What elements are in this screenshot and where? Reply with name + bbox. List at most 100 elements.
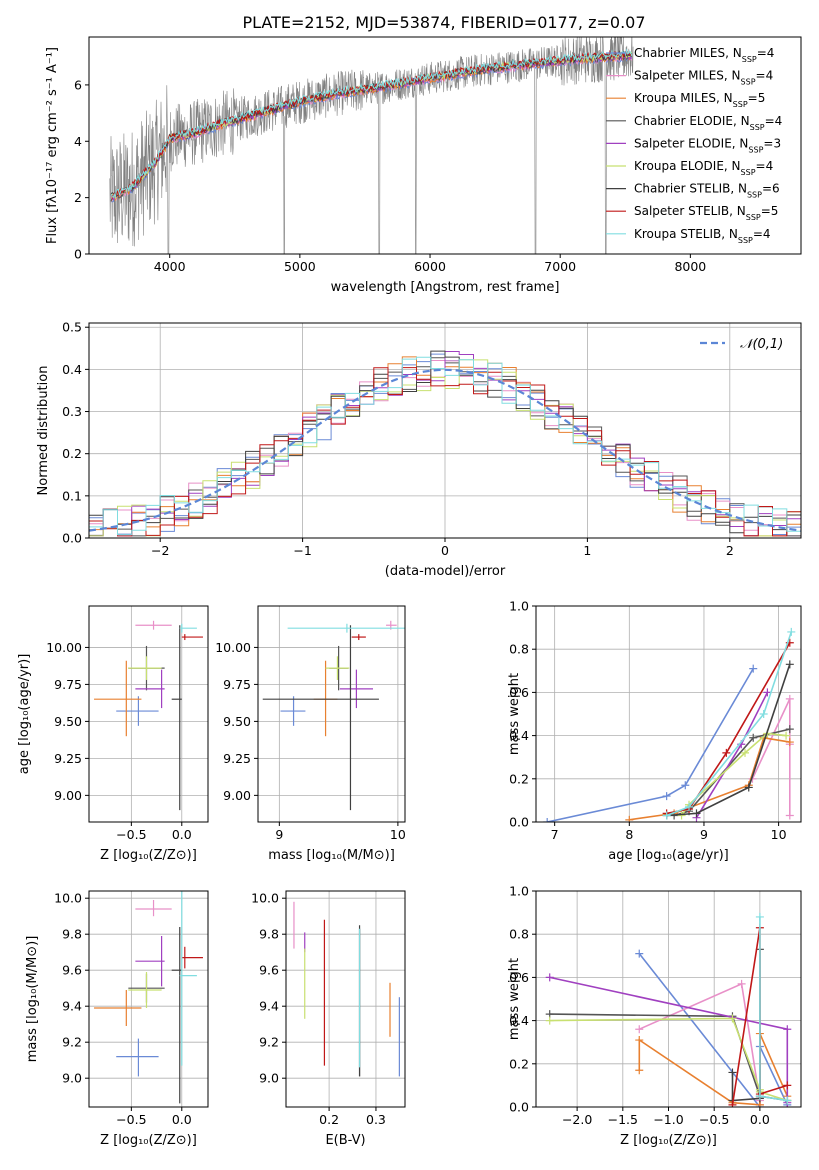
weight-line-4: [695, 692, 769, 819]
x-axis-label: Z [log₁₀(Z/Z⊙)]: [620, 1133, 717, 1148]
axes-frame: [535, 605, 802, 823]
y-tick-label: 9.4: [62, 999, 82, 1014]
y-tick-label: 0.4: [509, 728, 529, 743]
x-axis-label: age [log₁₀(age/yr)]: [608, 848, 729, 863]
y-tick-label: 0.4: [509, 1013, 529, 1028]
y-tick-label: 9.2: [62, 1035, 82, 1050]
y-tick-label: 0.0: [62, 531, 82, 546]
legend-subscript: SSP: [741, 77, 756, 86]
panel-spectrum: 4000 5000 6000 7000 8000 0 2 4 6 wavelength [Angs…: [45, 36, 802, 295]
y-tick-label: 9.4: [259, 999, 279, 1014]
y-axis-label: age [log₁₀(age/yr)]: [17, 654, 32, 775]
model-spectrum-4: [110, 51, 633, 201]
x-tick-label: −0.5: [116, 1112, 146, 1127]
legend-count: =3: [763, 136, 781, 150]
x-tick-label: −0.5: [699, 1112, 729, 1127]
weight-marker-5: [677, 811, 686, 820]
weight-line-8: [759, 916, 788, 1102]
weight-marker-8: [755, 912, 764, 921]
weight-marker-4: [545, 973, 554, 982]
x-tick-label: 7: [551, 827, 559, 842]
y-tick-label: 6: [74, 77, 82, 92]
legend-count: =6: [762, 182, 780, 196]
plot-area-z-age: [94, 620, 203, 811]
x-tick-label: 0.3: [366, 1112, 386, 1127]
normal-curve: [89, 368, 801, 532]
legend-label: Kroupa STELIB, NSSP=4: [634, 227, 771, 245]
x-tick-label: 6000: [414, 259, 446, 274]
weight-marker-7: [722, 748, 731, 757]
weight-line-0: [547, 668, 754, 822]
weight-marker-0: [749, 664, 758, 673]
legend-label: Salpeter MILES, NSSP=4: [634, 69, 773, 87]
plot-area-mass-age: [262, 620, 405, 811]
legend-count: =4: [765, 114, 783, 128]
plot-area-ebv-mass: [293, 901, 400, 1077]
y-tick-label: 9.25: [223, 751, 251, 766]
y-tick-label: 0.5: [62, 320, 82, 335]
y-tick-label: 9.25: [54, 751, 82, 766]
y-tick-label: 9.50: [54, 714, 82, 729]
x-tick-label: −1.0: [653, 1112, 683, 1127]
weight-marker-2: [785, 738, 794, 747]
y-tick-label: 9.00: [54, 788, 82, 803]
legend-count: =4: [756, 69, 774, 83]
x-tick-label: 0: [441, 543, 449, 558]
x-tick-label: 0.2: [319, 1112, 339, 1127]
y-tick-label: 0.0: [509, 815, 529, 830]
panel-ebv-mass: 0.2 0.3 9.0 9.2 9.4 9.6 9.8 10.0 E(B-V): [251, 890, 406, 1148]
weight-marker-8: [662, 811, 671, 820]
residual-histogram-8: [89, 356, 801, 536]
weight-marker-1: [785, 694, 794, 703]
y-tick-label: 9.00: [223, 788, 251, 803]
x-axis-label: Z [log₁₀(Z/Z⊙)]: [100, 1133, 197, 1148]
x-tick-label: 2: [726, 543, 734, 558]
weight-marker-0: [662, 792, 671, 801]
residual-histogram-5: [89, 359, 801, 537]
residual-histogram-7: [89, 367, 801, 537]
x-axis-label: Z [log₁₀(Z/Z⊙)]: [100, 848, 197, 863]
weight-marker-4: [763, 688, 772, 697]
y-tick-label: 9.6: [62, 963, 82, 978]
panel-mass-age: 9 10 9.00 9.25 9.50 9.75 10.00 mass [log₁₀(M/M⊙…: [215, 605, 406, 863]
legend-label: Chabrier MILES, NSSP=4: [634, 46, 774, 64]
y-tick-label: 0.2: [62, 446, 82, 461]
data-spectrum: [109, 37, 634, 254]
weight-marker-0: [681, 781, 690, 790]
x-tick-label: 10: [390, 827, 406, 842]
legend-subscript: SSP: [741, 168, 756, 177]
x-axis-label: (data-model)/error: [385, 564, 506, 579]
y-tick-label: 9.50: [223, 714, 251, 729]
x-axis-label: wavelength [Angstrom, rest frame]: [331, 280, 560, 295]
legend-count: =4: [757, 46, 775, 60]
legend-subscript: SSP: [747, 190, 762, 199]
weight-line-2: [638, 1033, 789, 1106]
legend-subscript: SSP: [746, 213, 761, 222]
weight-marker-2: [635, 1066, 644, 1075]
y-tick-label: 9.2: [259, 1035, 279, 1050]
panel-z-mass: −0.5 0.0 9.0 9.2 9.4 9.6 9.8 10.0 Z [log₁₀(Z/Z⊙)…: [25, 890, 209, 1148]
plot-area-z-mass: [94, 891, 203, 1104]
legend-count: =5: [748, 91, 766, 105]
axes-frame: [88, 890, 209, 1108]
x-tick-label: 8000: [674, 259, 706, 274]
residual-histogram-6: [89, 350, 801, 534]
model-spectrum-3: [110, 52, 632, 202]
y-tick-label: 9.8: [259, 927, 279, 942]
y-tick-label: 1.0: [509, 599, 529, 614]
plot-area-residuals: [89, 350, 801, 537]
weight-marker-5: [545, 1016, 554, 1025]
y-tick-label: 9.0: [62, 1071, 82, 1086]
x-tick-label: −2: [151, 543, 169, 558]
x-tick-label: 8: [625, 827, 633, 842]
x-tick-label: 5000: [284, 259, 316, 274]
axes-frame: [88, 605, 209, 823]
weight-marker-2: [635, 1036, 644, 1045]
weight-marker-8: [759, 710, 768, 718]
legend-subscript: SSP: [738, 235, 753, 244]
weight-marker-1: [737, 979, 746, 988]
axes-frame: [88, 36, 802, 255]
weight-marker-3: [785, 725, 794, 734]
residual-histogram-4: [89, 351, 801, 537]
weight-marker-7: [728, 1100, 737, 1107]
